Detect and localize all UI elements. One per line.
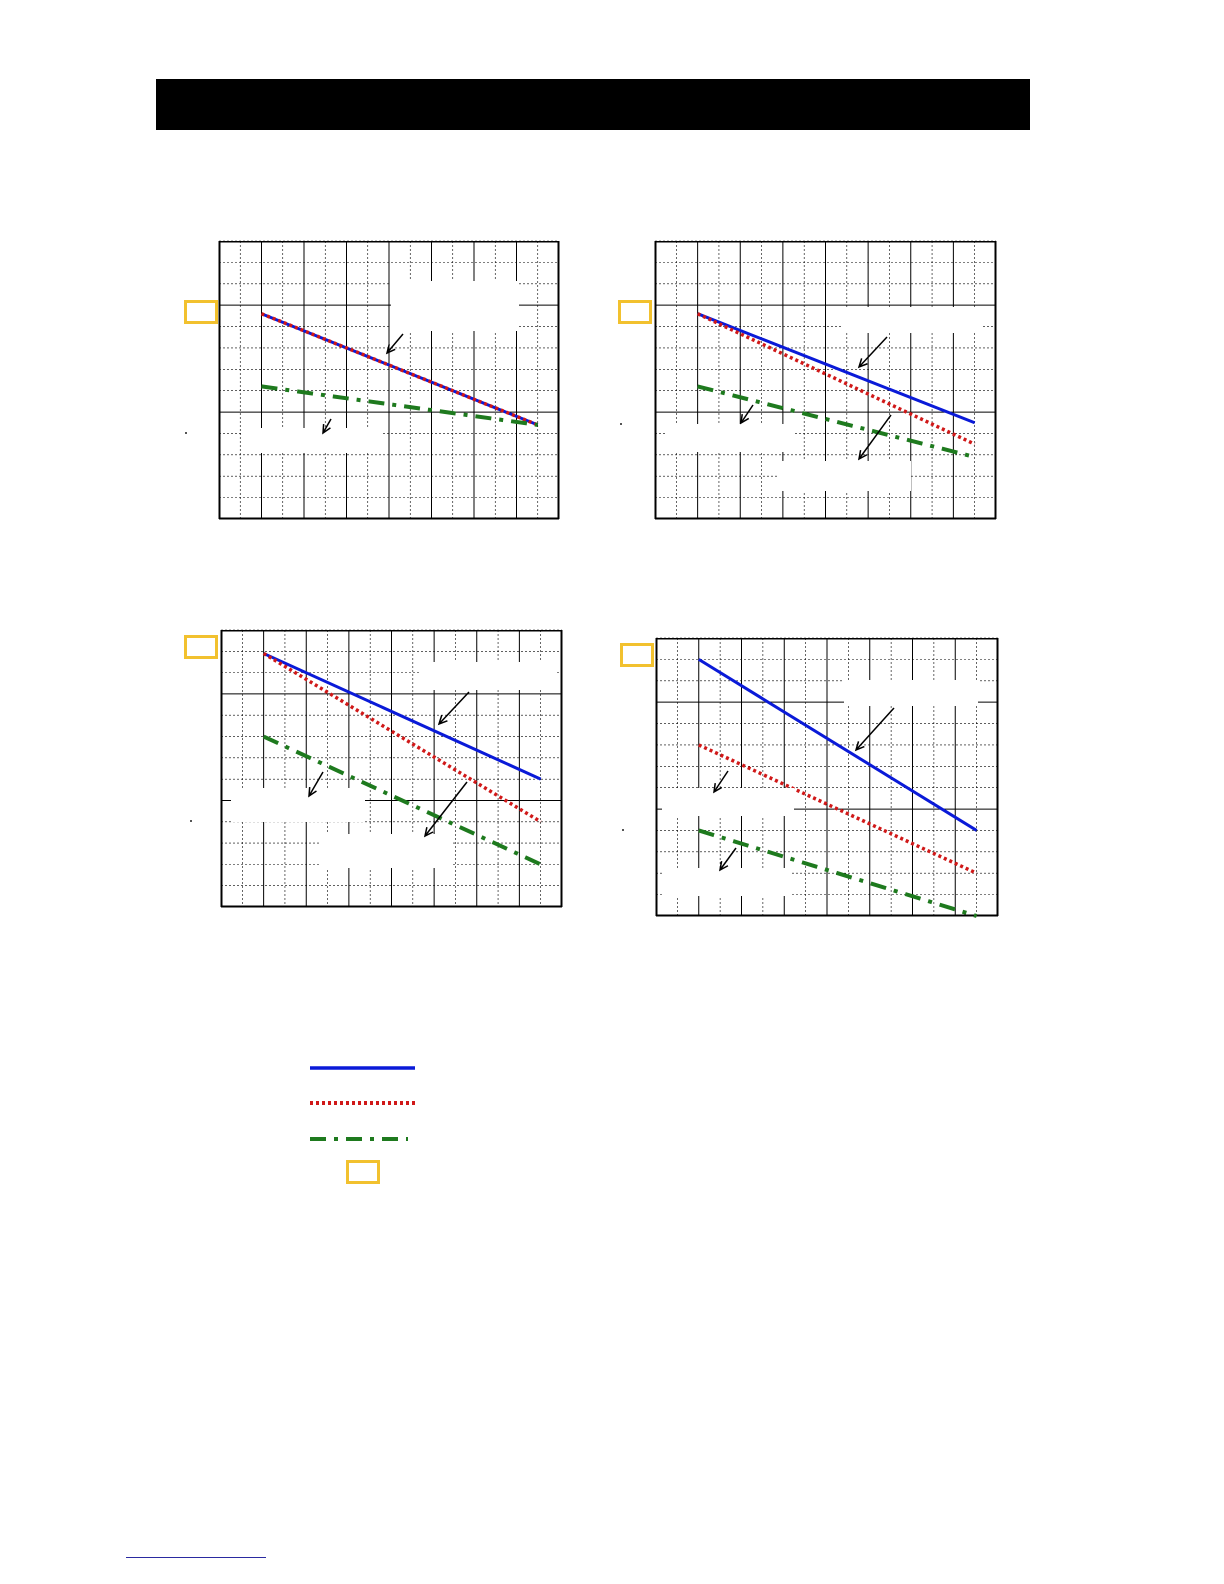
series-line-solid: [263, 652, 542, 781]
annotation-arrow: [437, 691, 470, 726]
plot-frame: [219, 241, 559, 519]
annotation-box: [844, 680, 978, 706]
annotation-box: [842, 307, 982, 333]
panel-badge-4: [620, 643, 654, 667]
series-line-dashdot: [262, 734, 542, 867]
annotation-arrow: [713, 770, 729, 794]
annotation-arrow: [308, 771, 324, 798]
legend: [310, 1066, 415, 1141]
series-line-dotted: [262, 651, 542, 824]
chart-panel-4: [655, 637, 999, 918]
plot-frame: [656, 638, 998, 916]
axis-mark: [622, 829, 624, 831]
annotation-arrow: [854, 707, 895, 752]
panel-badge-2: [618, 300, 652, 324]
series-line-dashdot: [261, 384, 539, 427]
annotation-arrow: [423, 781, 468, 838]
panel-badge-1: [184, 300, 218, 324]
annotation-box: [321, 834, 453, 868]
plot-frame: [221, 630, 562, 907]
series-line-solid: [697, 658, 978, 832]
chart-panel-2: [654, 240, 997, 520]
series-line-dotted: [260, 312, 539, 427]
series-line-dashdot: [697, 384, 976, 459]
annotation-box: [241, 428, 381, 453]
plot-frame: [655, 241, 996, 519]
annotation-box: [391, 281, 519, 331]
axis-mark: [185, 432, 187, 434]
chart-panel-1: [218, 240, 560, 520]
series-line-dashdot: [698, 828, 978, 918]
panel-badge-3: [184, 635, 218, 659]
footer-rule: [126, 1557, 266, 1558]
chart-panel-3: [220, 629, 563, 908]
annotation-arrow: [857, 336, 888, 369]
page-header-bar: [156, 79, 1030, 130]
annotation-box: [421, 662, 555, 690]
annotation-box: [777, 461, 911, 491]
annotation-box: [664, 868, 792, 896]
header-underline: [156, 129, 1030, 130]
axis-mark: [620, 423, 622, 425]
annotation-arrow: [322, 418, 332, 435]
legend-badge: [346, 1160, 380, 1184]
annotation-arrow: [740, 404, 754, 425]
annotation-box: [662, 788, 794, 816]
annotation-arrow: [718, 847, 737, 872]
annotation-arrow: [385, 333, 404, 355]
axis-mark: [190, 820, 192, 822]
annotation-box: [665, 424, 795, 452]
annotation-box: [231, 788, 365, 822]
annotation-arrow: [857, 414, 892, 461]
series-line-solid: [697, 312, 976, 425]
